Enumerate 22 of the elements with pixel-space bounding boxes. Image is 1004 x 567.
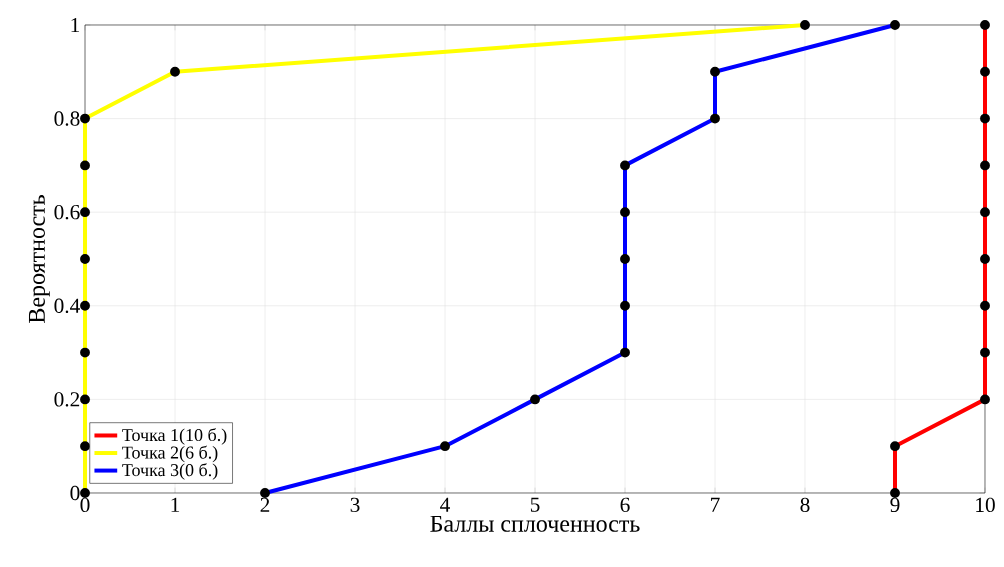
x-tick-label: 9 <box>890 497 900 513</box>
x-tick-label: 3 <box>350 497 360 513</box>
x-tick-label: 6 <box>620 497 630 513</box>
legend-label: Точка 1(10 б.) <box>122 428 227 445</box>
x-tick-label: 4 <box>440 497 450 512</box>
x-tick-label: 5 <box>530 497 540 512</box>
legend-label: Точка 3(0 б.) <box>122 463 218 480</box>
x-tick-label: 8 <box>800 497 810 513</box>
x-tick-label: 7 <box>711 497 720 512</box>
y-tick-label: 1 <box>71 17 80 33</box>
y-tick-label: 0.4 <box>54 298 80 314</box>
y-tick-label: 0 <box>70 485 80 501</box>
y-axis-title: Вероятность <box>28 195 50 323</box>
x-tick-label: 0 <box>80 497 90 513</box>
y-tick-label: 0.8 <box>54 111 80 126</box>
x-tick-label: 1 <box>171 497 180 512</box>
x-tick-label: 10 <box>976 497 995 513</box>
y-tick-label: 0.2 <box>54 392 80 407</box>
x-axis-title: Баллы сплоченность <box>430 515 640 532</box>
y-tick-label: 0.6 <box>54 204 80 220</box>
legend-label: Точка 2(6 б.) <box>122 445 218 463</box>
x-tick-label: 2 <box>260 497 270 512</box>
